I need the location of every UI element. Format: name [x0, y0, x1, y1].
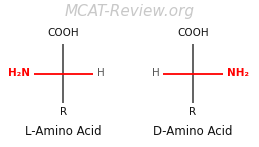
- Text: MCAT-Review.org: MCAT-Review.org: [64, 4, 195, 19]
- Text: COOH: COOH: [177, 28, 209, 38]
- Text: COOH: COOH: [48, 28, 79, 38]
- Text: R: R: [60, 107, 67, 117]
- Text: NH₂: NH₂: [227, 69, 249, 78]
- Text: H: H: [97, 69, 105, 78]
- Text: H₂N: H₂N: [8, 69, 30, 78]
- Text: R: R: [189, 107, 197, 117]
- Text: L-Amino Acid: L-Amino Acid: [25, 125, 102, 138]
- Text: D-Amino Acid: D-Amino Acid: [153, 125, 233, 138]
- Text: H: H: [152, 69, 159, 78]
